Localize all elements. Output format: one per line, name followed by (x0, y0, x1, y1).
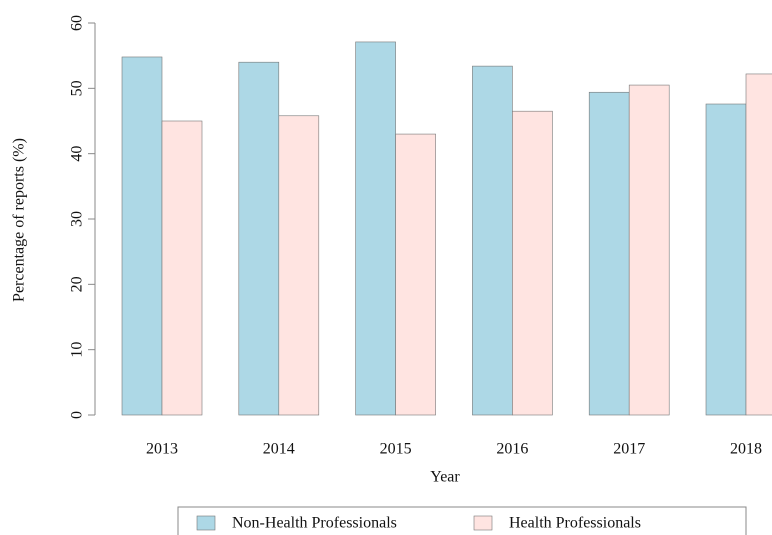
bar (705, 103, 747, 416)
y-tick-label: 10 (69, 342, 86, 358)
legend-swatch (196, 515, 216, 531)
x-tick-label: 2018 (730, 441, 762, 458)
x-tick-label: 2016 (496, 441, 528, 458)
legend-label: Non-Health Professionals (232, 515, 397, 532)
x-axis-label: Year (430, 469, 460, 486)
y-tick-label: 0 (69, 411, 86, 419)
y-tick-label: 60 (69, 15, 86, 31)
y-tick-label: 40 (69, 146, 86, 162)
bar (628, 84, 670, 416)
y-tick-label: 50 (69, 80, 86, 96)
x-tick-label: 2015 (380, 441, 412, 458)
bar (278, 115, 320, 416)
bar (512, 110, 553, 416)
y-axis-label: Percentage of reports (%) (11, 138, 28, 302)
x-tick-label: 2017 (613, 441, 645, 458)
bar (161, 120, 203, 416)
x-tick-label: 2014 (263, 441, 295, 458)
legend-swatch (473, 515, 493, 531)
x-tick-label: 2013 (146, 441, 178, 458)
y-tick-label: 20 (69, 276, 86, 292)
bar (745, 73, 772, 416)
legend-label: Health Professionals (509, 515, 641, 532)
bar (472, 65, 513, 416)
bar (588, 91, 630, 416)
bar (121, 56, 163, 416)
legend-box (177, 506, 747, 535)
bar (395, 133, 436, 416)
y-tick-label: 30 (69, 211, 86, 227)
bar (238, 61, 280, 416)
bar (355, 41, 396, 416)
